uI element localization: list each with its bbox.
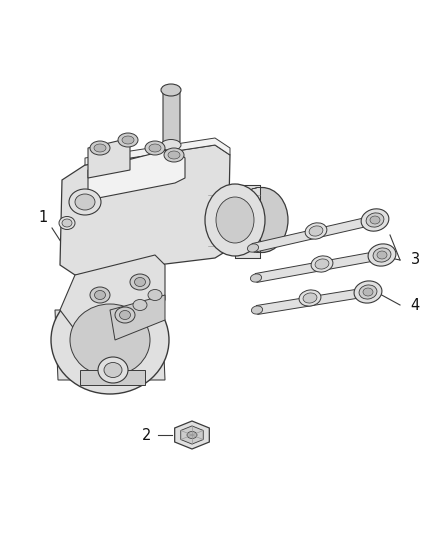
Polygon shape bbox=[163, 88, 180, 145]
Ellipse shape bbox=[303, 293, 317, 303]
Polygon shape bbox=[181, 426, 203, 444]
Ellipse shape bbox=[236, 188, 288, 253]
Polygon shape bbox=[256, 288, 369, 314]
Ellipse shape bbox=[251, 306, 263, 314]
Ellipse shape bbox=[69, 189, 101, 215]
Ellipse shape bbox=[368, 244, 396, 266]
Ellipse shape bbox=[51, 286, 169, 394]
Polygon shape bbox=[85, 138, 230, 165]
Text: 2: 2 bbox=[142, 427, 152, 442]
Ellipse shape bbox=[133, 300, 147, 311]
Ellipse shape bbox=[363, 288, 373, 296]
Ellipse shape bbox=[161, 84, 181, 96]
Ellipse shape bbox=[164, 148, 184, 162]
Polygon shape bbox=[80, 370, 145, 385]
Ellipse shape bbox=[98, 357, 128, 383]
Ellipse shape bbox=[247, 244, 258, 252]
Ellipse shape bbox=[309, 226, 323, 236]
Polygon shape bbox=[110, 295, 165, 340]
Ellipse shape bbox=[75, 194, 95, 210]
Ellipse shape bbox=[373, 248, 391, 262]
Ellipse shape bbox=[149, 144, 161, 152]
Ellipse shape bbox=[311, 256, 333, 272]
Polygon shape bbox=[235, 185, 260, 258]
Ellipse shape bbox=[370, 216, 380, 224]
Ellipse shape bbox=[354, 281, 382, 303]
Ellipse shape bbox=[118, 133, 138, 147]
Ellipse shape bbox=[377, 251, 387, 259]
Ellipse shape bbox=[90, 287, 110, 303]
Ellipse shape bbox=[299, 290, 321, 306]
Polygon shape bbox=[255, 251, 383, 282]
Ellipse shape bbox=[120, 311, 131, 319]
Text: 4: 4 bbox=[410, 297, 420, 312]
Ellipse shape bbox=[315, 259, 329, 269]
Text: 3: 3 bbox=[410, 253, 420, 268]
Text: 1: 1 bbox=[39, 211, 48, 225]
Ellipse shape bbox=[148, 289, 162, 301]
Ellipse shape bbox=[251, 274, 261, 282]
Ellipse shape bbox=[366, 213, 384, 227]
Ellipse shape bbox=[70, 304, 150, 376]
Polygon shape bbox=[55, 310, 165, 380]
Ellipse shape bbox=[187, 432, 197, 439]
Ellipse shape bbox=[62, 219, 72, 227]
Ellipse shape bbox=[104, 362, 122, 377]
Ellipse shape bbox=[145, 141, 165, 155]
Ellipse shape bbox=[216, 197, 254, 243]
Ellipse shape bbox=[94, 144, 106, 152]
Ellipse shape bbox=[305, 223, 327, 239]
Polygon shape bbox=[88, 148, 185, 200]
Polygon shape bbox=[60, 145, 230, 275]
Ellipse shape bbox=[361, 209, 389, 231]
Ellipse shape bbox=[122, 136, 134, 144]
Ellipse shape bbox=[115, 307, 135, 323]
Ellipse shape bbox=[168, 151, 180, 159]
Polygon shape bbox=[60, 255, 165, 330]
Ellipse shape bbox=[90, 141, 110, 155]
Polygon shape bbox=[252, 216, 376, 253]
Ellipse shape bbox=[161, 140, 181, 150]
Ellipse shape bbox=[359, 285, 377, 299]
Ellipse shape bbox=[95, 290, 106, 300]
Polygon shape bbox=[88, 138, 130, 178]
Ellipse shape bbox=[130, 274, 150, 290]
Ellipse shape bbox=[205, 184, 265, 256]
Ellipse shape bbox=[59, 216, 75, 230]
Polygon shape bbox=[175, 421, 209, 449]
Ellipse shape bbox=[134, 278, 145, 287]
